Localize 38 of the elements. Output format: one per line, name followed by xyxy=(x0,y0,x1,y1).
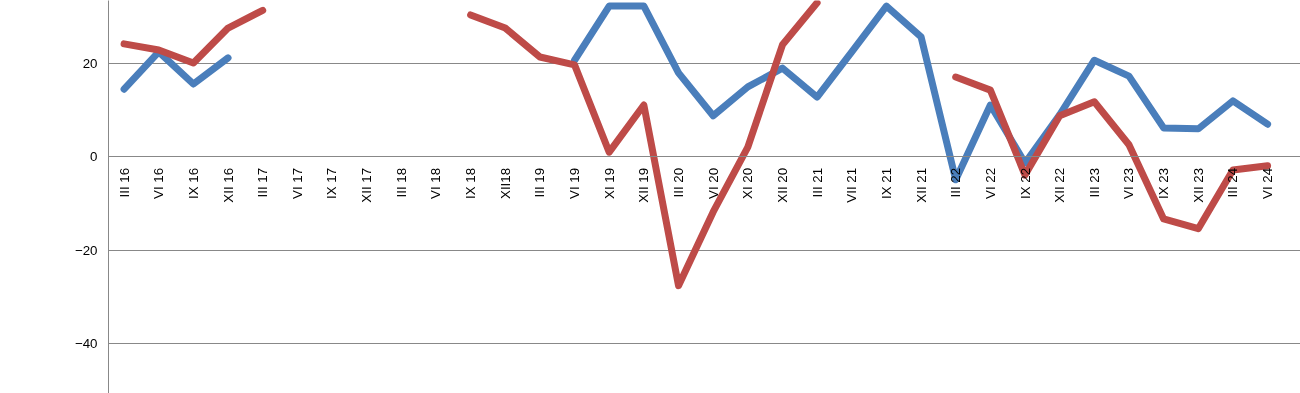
x-tick-label: VI 24 xyxy=(1260,167,1276,199)
x-tick-label: VI 16 xyxy=(151,167,167,199)
x-tick-label: III 24 xyxy=(1225,167,1241,198)
x-tick-label: IX 16 xyxy=(185,167,201,199)
x-tick-label: III 23 xyxy=(1086,167,1102,198)
y-tick-label: −20 xyxy=(74,242,98,258)
x-tick-label: XII 20 xyxy=(774,167,790,203)
x-tick-label: VI 19 xyxy=(567,167,583,199)
x-tick-label: XII 19 xyxy=(636,167,652,203)
x-tick-label: XII18 xyxy=(497,167,513,199)
x-tick-label: VI 18 xyxy=(428,167,444,199)
y-tick-label: −40 xyxy=(74,336,98,352)
y-tick-label: 20 xyxy=(82,56,98,72)
x-tick-label: IX 21 xyxy=(878,167,894,199)
x-tick-label: III 17 xyxy=(255,167,271,198)
x-tick-label: III 19 xyxy=(532,167,548,198)
x-tick-label: VI 22 xyxy=(982,167,998,199)
x-tick-label: XII 21 xyxy=(913,167,929,203)
x-tick-label: VII 21 xyxy=(844,167,860,203)
x-tick-label: XI 20 xyxy=(740,167,756,199)
x-tick-label: IX 23 xyxy=(1156,167,1172,199)
x-tick-label: IX 18 xyxy=(463,167,479,199)
x-tick-label: III 22 xyxy=(948,167,964,198)
x-tick-label: VI 23 xyxy=(1121,167,1137,199)
x-tick-label: XII 17 xyxy=(359,167,375,203)
x-tick-label: IX 17 xyxy=(324,167,340,199)
x-tick-label: IX 22 xyxy=(1017,167,1033,199)
x-tick-label: XI 19 xyxy=(601,167,617,199)
x-tick-label: XII 16 xyxy=(220,167,236,203)
x-tick-label: XII 23 xyxy=(1190,167,1206,203)
x-tick-label: III 16 xyxy=(116,167,132,198)
x-tick-label: III 18 xyxy=(393,167,409,198)
x-tick-label: III 20 xyxy=(671,167,687,198)
y-tick-label: 0 xyxy=(90,149,98,165)
x-tick-label: XII 22 xyxy=(1052,167,1068,203)
x-tick-label: VI 20 xyxy=(705,167,721,199)
x-tick-label: VI 17 xyxy=(289,167,305,199)
x-tick-label: III 21 xyxy=(809,167,825,198)
